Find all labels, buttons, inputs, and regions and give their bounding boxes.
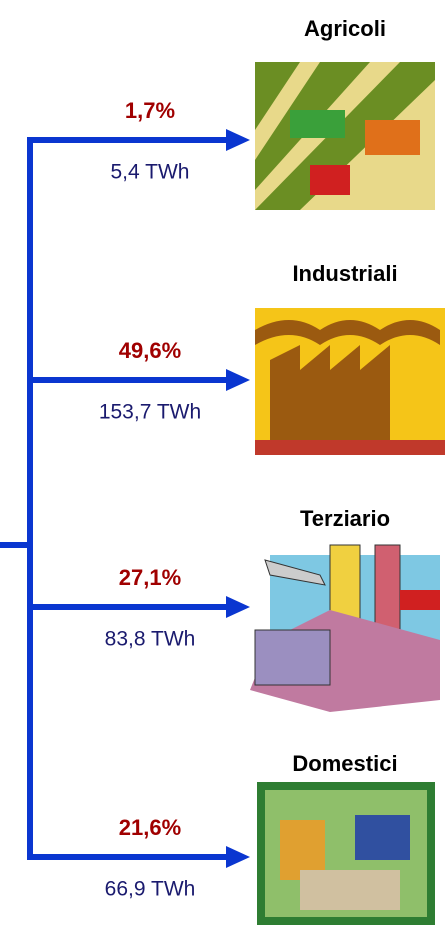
image-car <box>400 590 440 610</box>
image-laptop <box>255 630 330 685</box>
category-title: Domestici <box>292 751 397 776</box>
share-label: 21,6% <box>119 815 181 840</box>
image-tractor <box>310 165 350 195</box>
image-trailer <box>365 120 420 155</box>
image-agricoli <box>255 62 435 210</box>
image-ground <box>255 440 445 455</box>
diagram: Agricoli 1,7% 5,4 TWh Industriali 49,6% 153,7… <box>0 0 446 927</box>
energy-label: 153,7 TWh <box>99 401 201 424</box>
category-title: Industriali <box>292 261 397 286</box>
image-block <box>300 870 400 910</box>
image-harvester <box>290 110 345 138</box>
energy-label: 66,9 TWh <box>105 878 196 901</box>
share-label: 1,7% <box>125 98 175 123</box>
arrow-head <box>226 846 250 868</box>
arrow-head <box>226 596 250 618</box>
image-domestici <box>257 782 435 925</box>
share-label: 49,6% <box>119 338 181 363</box>
arrow-head <box>226 129 250 151</box>
image-block <box>355 815 410 860</box>
image-industriali <box>255 308 445 455</box>
image-building <box>375 545 400 635</box>
arrow-head <box>226 369 250 391</box>
energy-label: 5,4 TWh <box>111 161 190 184</box>
share-label: 27,1% <box>119 565 181 590</box>
category-title: Terziario <box>300 506 390 531</box>
category-title: Agricoli <box>304 16 386 41</box>
image-terziario <box>250 545 440 712</box>
energy-label: 83,8 TWh <box>105 628 196 651</box>
tree-lines <box>0 137 30 860</box>
